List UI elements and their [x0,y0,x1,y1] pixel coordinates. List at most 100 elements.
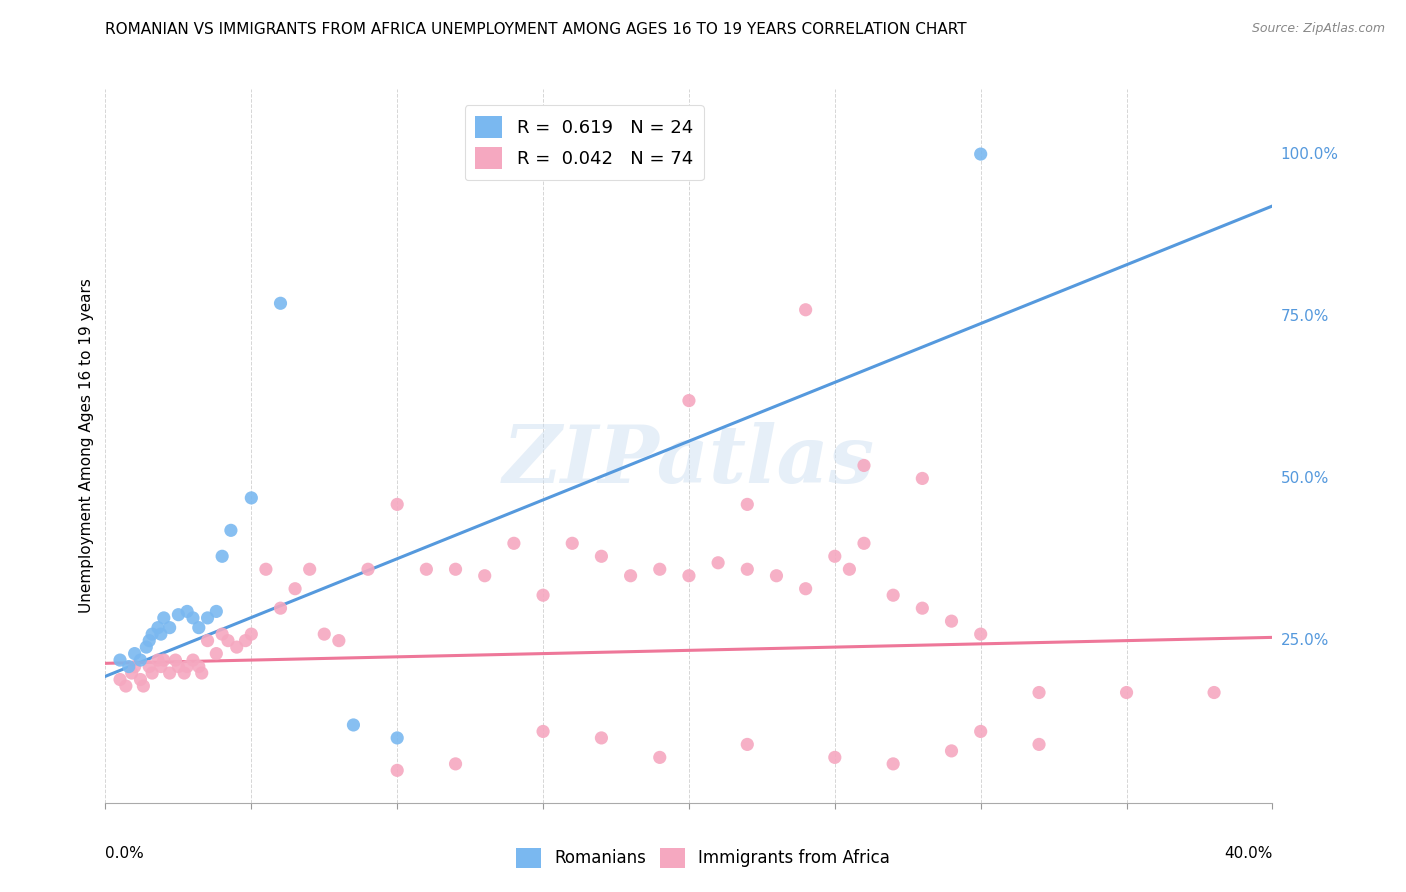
Text: 100.0%: 100.0% [1281,146,1339,161]
Point [149,659,172,673]
Point [1202,685,1225,699]
Point [852,536,875,550]
Point [385,497,408,511]
Point [152,653,174,667]
Legend: R =  0.619   N = 24, R =  0.042   N = 74: R = 0.619 N = 24, R = 0.042 N = 74 [464,105,704,180]
Point [254,562,277,576]
Point [146,621,169,635]
Point [882,588,904,602]
Point [502,536,524,550]
Point [181,611,204,625]
Text: 0.0%: 0.0% [105,846,145,861]
Point [197,633,219,648]
Point [941,744,963,758]
Point [284,582,307,596]
Point [197,611,219,625]
Point [118,659,141,673]
Point [240,491,263,505]
Point [1115,685,1137,699]
Point [911,471,934,485]
Point [141,627,163,641]
Point [235,633,257,648]
Point [225,640,247,654]
Text: 25.0%: 25.0% [1281,633,1329,648]
Point [415,562,437,576]
Point [146,653,169,667]
Point [108,673,131,687]
Point [444,756,467,771]
Point [165,653,187,667]
Point [240,627,263,641]
Point [211,627,233,641]
Point [187,659,209,673]
Point [531,724,554,739]
Point [737,562,759,576]
Point [269,601,292,615]
Point [152,611,174,625]
Point [1028,738,1050,752]
Point [737,738,759,752]
Point [561,536,583,550]
Point [328,633,350,648]
Point [129,673,152,687]
Point [138,659,160,673]
Point [167,659,190,673]
Point [141,666,163,681]
Point [187,621,209,635]
Point [444,562,467,576]
Point [941,614,963,628]
Point [385,731,408,745]
Point [181,653,204,667]
Point [765,568,787,582]
Point [173,666,195,681]
Point [737,497,759,511]
Point [591,549,613,564]
Point [852,458,875,473]
Point [591,731,613,745]
Point [648,562,671,576]
Point [911,601,934,615]
Point [217,633,239,648]
Point [205,604,228,618]
Text: ZIPatlas: ZIPatlas [503,422,875,499]
Legend: Romanians, Immigrants from Africa: Romanians, Immigrants from Africa [509,841,897,875]
Point [969,147,991,161]
Point [794,302,817,317]
Point [129,653,152,667]
Point [269,296,292,310]
Point [314,627,336,641]
Point [298,562,321,576]
Point [138,633,160,648]
Point [824,549,846,564]
Point [474,568,496,582]
Point [132,679,155,693]
Point [176,604,198,618]
Point [838,562,860,576]
Point [678,568,700,582]
Y-axis label: Unemployment Among Ages 16 to 19 years: Unemployment Among Ages 16 to 19 years [79,278,94,614]
Point [176,659,198,673]
Point [121,666,143,681]
Point [124,647,146,661]
Text: ROMANIAN VS IMMIGRANTS FROM AFRICA UNEMPLOYMENT AMONG AGES 16 TO 19 YEARS CORREL: ROMANIAN VS IMMIGRANTS FROM AFRICA UNEMP… [105,22,967,37]
Point [115,679,138,693]
Point [205,647,228,661]
Point [969,627,991,641]
Point [167,607,190,622]
Point [824,750,846,764]
Point [385,764,408,778]
Point [149,627,172,641]
Point [707,556,730,570]
Text: 75.0%: 75.0% [1281,309,1329,324]
Point [159,666,181,681]
Point [531,588,554,602]
Point [159,621,181,635]
Text: Source: ZipAtlas.com: Source: ZipAtlas.com [1251,22,1385,36]
Point [219,524,242,538]
Point [648,750,671,764]
Text: 40.0%: 40.0% [1225,846,1272,861]
Point [108,653,131,667]
Point [357,562,380,576]
Point [794,582,817,596]
Point [342,718,364,732]
